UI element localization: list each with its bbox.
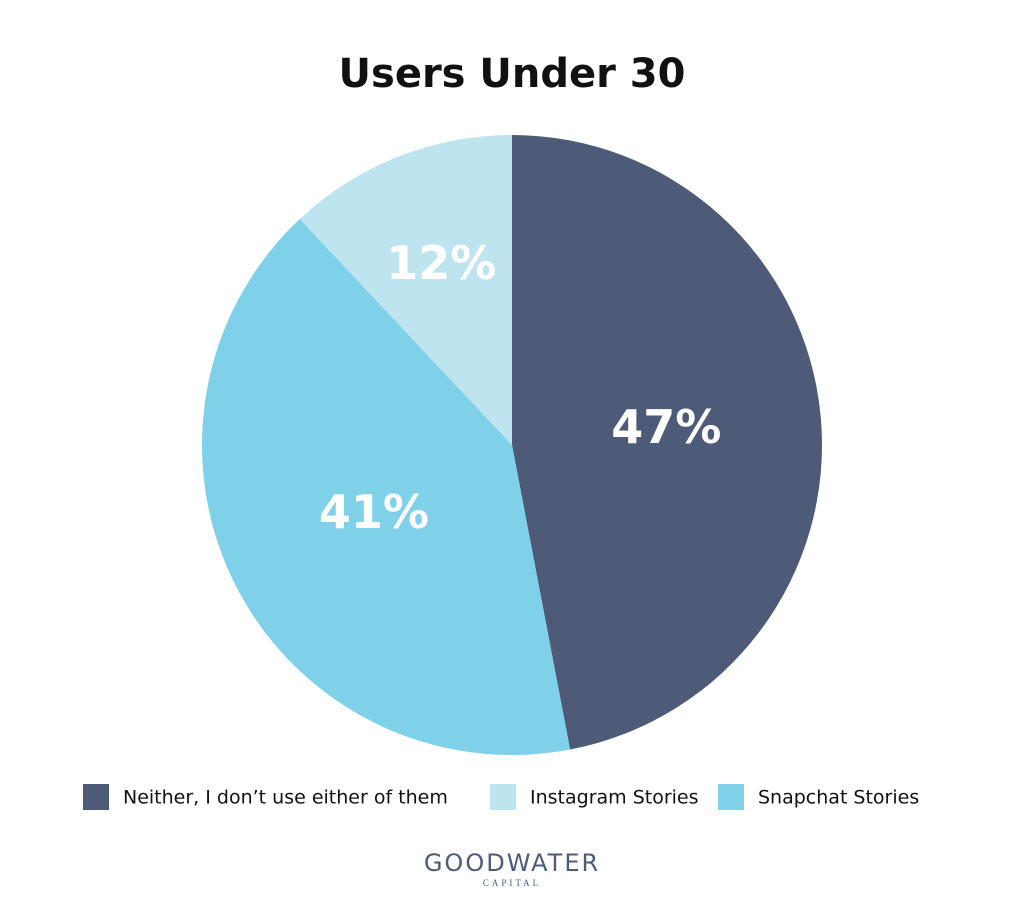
chart-title: Users Under 30 [339, 51, 686, 97]
logo-sub: CAPITAL [483, 878, 541, 888]
legend-label: Snapchat Stories [758, 787, 919, 809]
slice-label: 12% [386, 236, 496, 290]
pie-slice [512, 135, 822, 750]
legend-label: Neither, I don’t use either of them [123, 787, 448, 809]
pie-slice [299, 135, 512, 445]
slice-label: 47% [611, 400, 721, 454]
slice-label: 41% [319, 485, 429, 539]
legend-swatch [490, 784, 516, 810]
pie-slice [202, 219, 571, 755]
legend-swatch [718, 784, 744, 810]
legend-label: Instagram Stories [530, 787, 699, 809]
logo-name: GOODWATER [424, 849, 600, 877]
legend-swatch [83, 784, 109, 810]
